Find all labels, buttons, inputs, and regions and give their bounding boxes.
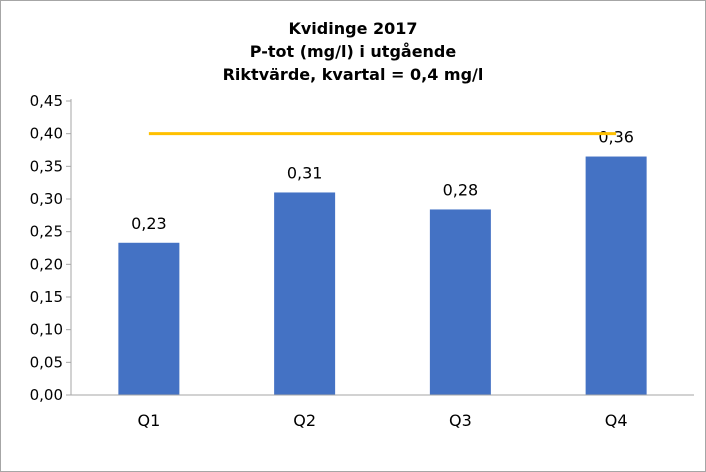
bar-value-label: 0,28 [443, 180, 479, 199]
bar [585, 156, 647, 395]
y-tick-label: 0,25 [30, 223, 63, 241]
bar [274, 192, 336, 395]
y-tick-label: 0,00 [30, 386, 63, 404]
y-tick-label: 0,35 [30, 157, 63, 175]
bar [429, 209, 491, 395]
bar-value-label: 0,23 [131, 214, 167, 233]
y-tick-label: 0,40 [30, 125, 63, 143]
bar-value-label: 0,36 [598, 128, 634, 147]
y-tick-label: 0,10 [30, 321, 63, 339]
chart-title-line-3: Riktvärde, kvartal = 0,4 mg/l [222, 65, 484, 84]
chart-title: Kvidinge 2017 P-tot (mg/l) i utgående Ri… [1, 17, 705, 86]
bar-value-label: 0,31 [287, 163, 323, 182]
y-tick-label: 0,15 [30, 288, 63, 306]
x-tick-label: Q1 [137, 411, 160, 430]
y-tick-label: 0,05 [30, 353, 63, 371]
chart-title-line-2: P-tot (mg/l) i utgående [249, 42, 457, 61]
chart-title-line-1: Kvidinge 2017 [288, 19, 418, 38]
bar [118, 242, 180, 395]
y-tick-label: 0,20 [30, 255, 63, 273]
y-tick-label: 0,30 [30, 190, 63, 208]
y-tick-label: 0,45 [30, 92, 63, 110]
x-tick-label: Q4 [605, 411, 628, 430]
x-tick-label: Q2 [293, 411, 316, 430]
x-tick-label: Q3 [449, 411, 472, 430]
